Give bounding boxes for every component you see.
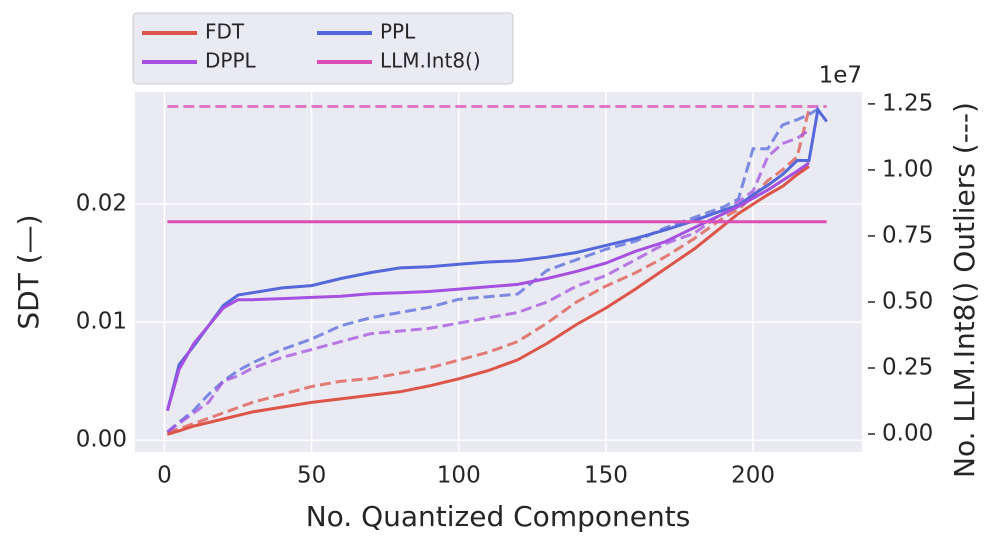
y2-tick-label: 1.00 bbox=[882, 156, 933, 182]
y-axis-label: SDT (—) bbox=[12, 214, 45, 329]
y2-tick-label: 0.75 bbox=[882, 222, 933, 248]
y2-tick-label: 0.50 bbox=[882, 288, 933, 314]
y-tick-label: 0.00 bbox=[76, 427, 127, 453]
legend-label: FDT bbox=[205, 20, 245, 44]
y2-axis-label: No. LLM.Int8() Outliers (---) bbox=[948, 102, 981, 478]
sdt-line bbox=[165, 161, 810, 412]
plot-background bbox=[135, 92, 862, 452]
y2-tick-label: 0.00 bbox=[882, 421, 933, 447]
legend-label: PPL bbox=[380, 20, 416, 44]
y-tick-label: 0.01 bbox=[76, 309, 127, 335]
legend bbox=[132, 12, 514, 85]
y-tick-label: 0.02 bbox=[76, 191, 127, 217]
legend-label: LLM.Int8() bbox=[380, 49, 481, 73]
y2-tick-label: 1.25 bbox=[882, 90, 933, 116]
x-tick-label: 0 bbox=[157, 463, 172, 489]
outlier-line bbox=[166, 129, 810, 434]
y2-offset-label: 1e7 bbox=[819, 63, 862, 89]
sdt-line bbox=[165, 106, 828, 412]
y2-tick-label: 0.25 bbox=[882, 355, 933, 381]
x-tick-label: 200 bbox=[731, 463, 775, 489]
outlier-line bbox=[166, 107, 819, 434]
x-tick-label: 50 bbox=[297, 463, 326, 489]
x-tick-label: 100 bbox=[437, 463, 481, 489]
legend-label: DPPL bbox=[205, 49, 257, 73]
x-tick-label: 150 bbox=[584, 463, 628, 489]
sdt-line bbox=[166, 165, 810, 436]
x-axis-label: No. Quantized Components bbox=[306, 500, 691, 533]
